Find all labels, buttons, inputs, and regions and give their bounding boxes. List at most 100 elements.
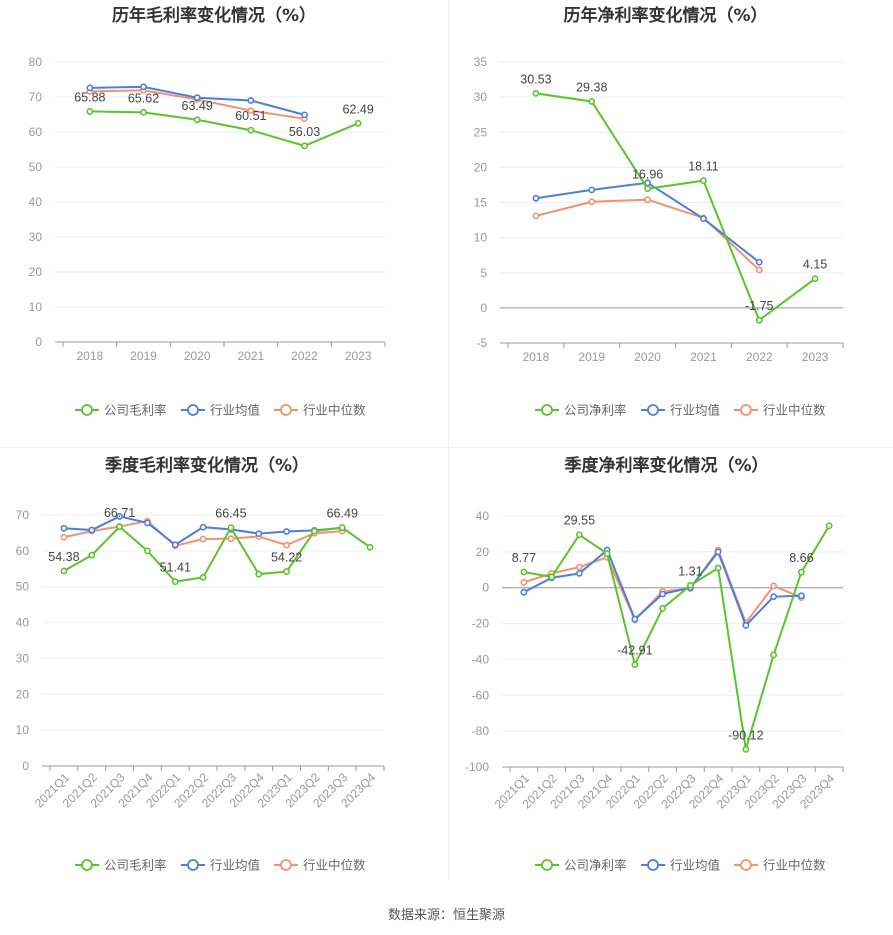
data-point: [714, 564, 722, 572]
data-point: [193, 116, 201, 124]
y-tick-label: -5: [476, 336, 487, 350]
data-label: 56.03: [289, 125, 320, 139]
quarterly-gross-margin-chart: 季度毛利率变化情况（%） 0 10 20 30 40 50 60 70 2021Q1 2021Q2 2…: [0, 450, 446, 900]
data-point: [631, 661, 639, 669]
legend-label: 行业均值: [670, 403, 720, 418]
data-point: [255, 570, 263, 578]
series-line: [535, 92, 816, 322]
data-point: [644, 185, 651, 193]
annual-gross-margin-svg: 历年毛利率变化情况（%） 0 10 20 30 40 50 60 70 80 2018 2019 202…: [29, 5, 386, 418]
data-point: [825, 522, 833, 530]
y-tick-label: 20: [476, 545, 490, 559]
y-tick-label: 60: [16, 544, 30, 558]
y-tick-label: 15: [474, 196, 488, 210]
data-point: [116, 513, 123, 520]
y-tick-label: 0: [35, 335, 42, 349]
data-point: [532, 194, 540, 202]
quarterly-net-margin-chart: 季度净利率变化情况（%） -100 -80 -60 -40 -20 0 20 40 2021Q1 2…: [447, 450, 893, 900]
chart-title: 季度毛利率变化情况（%）: [105, 455, 309, 476]
data-point: [575, 531, 583, 539]
data-point: [60, 533, 68, 541]
y-tick-label: 0: [22, 759, 29, 773]
data-point: [797, 592, 805, 600]
data-point: [520, 588, 528, 596]
data-point: [311, 527, 318, 535]
x-tick-label: 2021: [690, 350, 717, 364]
data-label: 65.62: [128, 91, 159, 105]
y-tick-label: 0: [482, 581, 489, 595]
data-point: [86, 108, 94, 115]
quarterly-net-margin-svg: 季度净利率变化情况（%）-100-80-60-40-20020402021Q12…: [465, 455, 844, 873]
data-point: [144, 547, 151, 555]
data-point: [532, 212, 540, 220]
data-point: [193, 94, 201, 102]
data-label: 63.49: [182, 99, 213, 113]
series-line: [535, 181, 760, 264]
data-label: -90.12: [728, 728, 763, 742]
data-point: [283, 541, 290, 549]
data-point: [247, 107, 255, 115]
x-tick-label: 2019: [130, 349, 157, 363]
legend-label: 公司净利率: [564, 858, 627, 873]
annual-gross-margin-chart: 历年毛利率变化情况（%） 0 10 20 30 40 50 60 70 80 2018 2019 202…: [0, 0, 446, 450]
y-tick-label: 40: [16, 616, 30, 630]
data-point: [770, 593, 778, 601]
legend-marker: [280, 859, 292, 871]
panel-divider-horizontal: [0, 447, 893, 448]
x-tick-label: 2018: [523, 350, 550, 364]
data-point: [301, 111, 308, 119]
legend-marker: [541, 859, 553, 871]
data-label: 54.38: [48, 550, 79, 564]
series-line: [63, 525, 371, 583]
data-point: [797, 568, 805, 576]
data-label: 1.31: [678, 564, 702, 578]
legend-marker: [740, 859, 752, 871]
data-point: [548, 573, 556, 581]
data-point: [714, 548, 722, 556]
y-tick-label: 30: [29, 230, 43, 244]
data-label: 30.53: [520, 72, 551, 86]
data-point: [520, 578, 528, 586]
y-tick-label: 30: [16, 651, 30, 665]
y-tick-label: -20: [472, 617, 490, 631]
x-tick-label: 2022: [291, 349, 318, 363]
data-label: 54.22: [271, 551, 302, 565]
legend-label: 行业均值: [210, 858, 260, 873]
data-label: 16.96: [632, 168, 663, 182]
data-point: [60, 567, 68, 575]
data-point: [631, 615, 639, 623]
y-tick-label: 40: [476, 509, 490, 523]
data-point: [140, 83, 147, 91]
data-point: [199, 573, 207, 581]
x-tick-label: 2021: [237, 349, 264, 363]
chart-title: 历年毛利率变化情况（%）: [112, 5, 316, 26]
legend-marker: [187, 404, 199, 416]
data-point: [283, 568, 290, 575]
data-point: [755, 316, 763, 324]
legend-label: 公司毛利率: [104, 403, 167, 418]
data-point: [742, 745, 750, 753]
legend-label: 公司净利率: [564, 403, 627, 418]
data-point: [755, 258, 763, 266]
legend-marker: [81, 404, 93, 416]
data-point: [227, 535, 235, 543]
y-tick-label: -100: [465, 760, 489, 774]
y-tick-label: 25: [474, 125, 488, 139]
data-point: [60, 524, 68, 532]
series-line: [89, 110, 359, 147]
y-tick-label: 10: [16, 723, 30, 737]
y-tick-label: 20: [474, 160, 488, 174]
data-source-note: 数据来源：恒生聚源: [387, 908, 505, 923]
chart-title: 历年净利率变化情况（%）: [563, 5, 767, 26]
legend-label: 行业中位数: [303, 858, 366, 873]
data-label: 60.51: [235, 109, 266, 123]
data-point: [247, 126, 255, 134]
data-point: [171, 578, 179, 586]
panel-divider-vertical: [448, 0, 449, 880]
annual-net-margin-chart: 历年净利率变化情况（%） -5 0 5 10 15 20 25 30 35 2018 2019 2020…: [447, 0, 893, 450]
legend-marker: [647, 404, 659, 416]
data-point: [575, 563, 583, 571]
y-tick-label: 10: [474, 231, 488, 245]
y-tick-label: 5: [480, 266, 487, 280]
data-point: [301, 142, 308, 150]
